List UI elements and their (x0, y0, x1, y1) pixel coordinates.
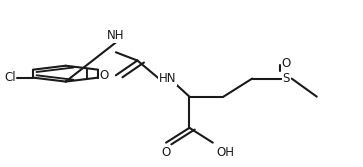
Text: O: O (282, 57, 291, 70)
Text: S: S (282, 72, 290, 85)
Text: NH: NH (107, 29, 125, 42)
Text: Cl: Cl (4, 71, 16, 84)
Text: O: O (162, 146, 171, 159)
Text: O: O (99, 69, 109, 82)
Text: OH: OH (216, 146, 234, 159)
Text: HN: HN (159, 72, 176, 85)
